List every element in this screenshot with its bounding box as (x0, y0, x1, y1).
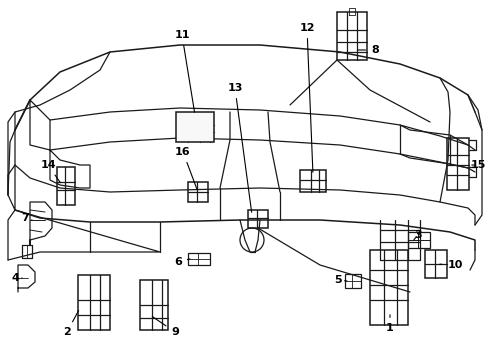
Bar (176, 112, 214, 142)
Bar (345, 274, 360, 288)
Text: 15: 15 (469, 160, 485, 170)
Text: 3: 3 (413, 230, 421, 240)
Bar (247, 210, 267, 228)
Text: 4: 4 (11, 273, 22, 283)
Bar (407, 232, 429, 248)
Bar (424, 250, 446, 278)
Text: 5: 5 (333, 275, 346, 285)
Text: 11: 11 (174, 30, 194, 112)
Bar (446, 138, 468, 190)
Text: 16: 16 (175, 147, 197, 189)
Bar (369, 250, 407, 325)
Bar (336, 12, 366, 60)
Bar (57, 167, 75, 205)
Text: 6: 6 (174, 257, 190, 267)
Bar (140, 280, 168, 330)
Bar (187, 182, 207, 202)
Text: 12: 12 (299, 23, 314, 172)
Text: 2: 2 (63, 310, 79, 337)
Bar (78, 275, 110, 330)
Text: 9: 9 (152, 316, 179, 337)
Text: 7: 7 (21, 213, 32, 223)
Text: 13: 13 (227, 83, 251, 212)
Text: 8: 8 (357, 45, 378, 55)
Bar (299, 170, 325, 192)
Bar (187, 253, 209, 265)
Text: 1: 1 (386, 315, 393, 333)
Text: 10: 10 (439, 260, 462, 270)
Text: 14: 14 (40, 160, 61, 183)
